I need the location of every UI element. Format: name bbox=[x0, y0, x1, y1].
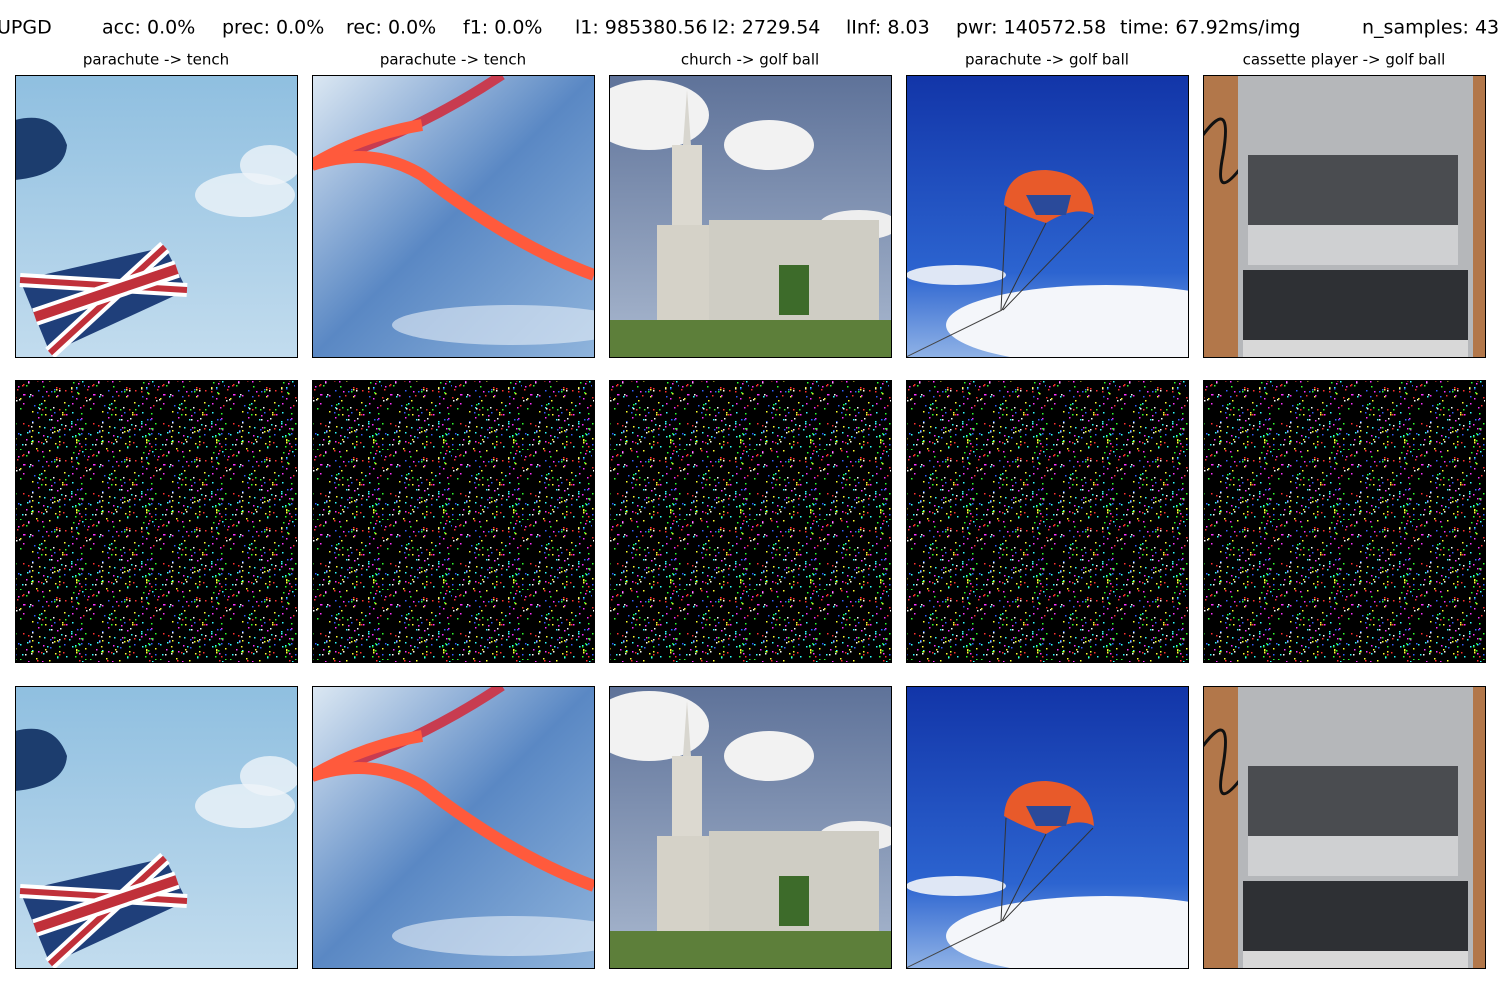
panel-image bbox=[312, 380, 594, 662]
panel-image bbox=[609, 380, 891, 662]
panel-frame bbox=[906, 75, 1189, 358]
metric: UPGD bbox=[0, 17, 52, 39]
panel-frame bbox=[906, 380, 1189, 663]
panel-image bbox=[1203, 75, 1485, 357]
metric: pwr: 140572.58 bbox=[956, 17, 1106, 39]
image bbox=[1203, 75, 1485, 357]
panel-title: parachute -> tench bbox=[83, 51, 229, 69]
image bbox=[609, 686, 891, 968]
perturbation bbox=[906, 380, 1188, 662]
image bbox=[609, 75, 891, 357]
metric: rec: 0.0% bbox=[346, 17, 436, 39]
panel-frame bbox=[1203, 380, 1486, 663]
image bbox=[312, 75, 632, 357]
perturbation bbox=[1203, 380, 1485, 662]
image bbox=[15, 686, 300, 968]
panel-title: church -> golf ball bbox=[681, 51, 819, 69]
panel-title: cassette player -> golf ball bbox=[1243, 51, 1446, 69]
panel-image bbox=[1203, 380, 1485, 662]
image bbox=[15, 75, 300, 357]
panel-image bbox=[312, 686, 632, 968]
perturbation bbox=[312, 380, 594, 662]
panel-frame bbox=[1203, 686, 1486, 969]
perturbation bbox=[15, 380, 297, 662]
metric: l1: 985380.56 bbox=[575, 17, 708, 39]
panel-frame bbox=[1203, 75, 1486, 358]
panel-frame bbox=[906, 686, 1189, 969]
perturbation bbox=[609, 380, 891, 662]
panel-frame bbox=[609, 75, 892, 358]
panel-image bbox=[15, 686, 300, 968]
metric: f1: 0.0% bbox=[463, 17, 543, 39]
panel-image bbox=[609, 75, 891, 357]
metric: l2: 2729.54 bbox=[712, 17, 820, 39]
panel-image bbox=[15, 75, 300, 357]
panel-frame bbox=[312, 686, 595, 969]
panel-title: parachute -> tench bbox=[380, 51, 526, 69]
panel-frame bbox=[312, 75, 595, 358]
panel-image bbox=[906, 380, 1188, 662]
metric: lInf: 8.03 bbox=[846, 17, 930, 39]
panel-image bbox=[1203, 686, 1485, 968]
panel-frame bbox=[15, 75, 298, 358]
panel-frame bbox=[609, 686, 892, 969]
panel-image bbox=[609, 686, 891, 968]
panel-frame bbox=[15, 686, 298, 969]
metric: prec: 0.0% bbox=[222, 17, 324, 39]
panel-frame bbox=[312, 380, 595, 663]
metric: time: 67.92ms/img bbox=[1120, 17, 1300, 39]
panel-image bbox=[312, 75, 632, 357]
panel-frame bbox=[609, 380, 892, 663]
metric: n_samples: 43 bbox=[1362, 17, 1499, 39]
panel-image bbox=[15, 380, 297, 662]
image bbox=[312, 686, 632, 968]
metric: acc: 0.0% bbox=[102, 17, 195, 39]
image bbox=[1203, 686, 1485, 968]
panel-frame bbox=[15, 380, 298, 663]
panel-title: parachute -> golf ball bbox=[965, 51, 1129, 69]
